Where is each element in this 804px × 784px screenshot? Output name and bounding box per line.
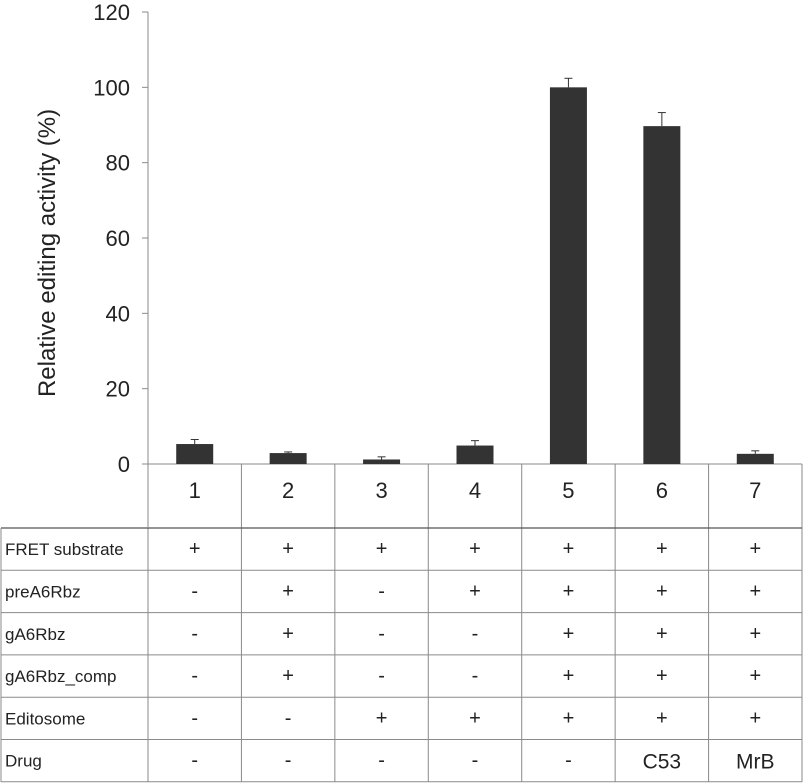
table-cell: -: [472, 665, 479, 687]
table-cell: -: [378, 623, 385, 645]
category-label: 1: [189, 478, 201, 503]
table-cell: -: [191, 580, 198, 602]
y-tick-label: 20: [106, 377, 130, 402]
bar: [363, 459, 401, 464]
table-cell: +: [656, 623, 668, 645]
table-cell: -: [378, 580, 385, 602]
table-cell: +: [189, 538, 201, 560]
row-label: gA6Rbz_comp: [5, 667, 117, 686]
table-grid: [0, 463, 803, 783]
table-cell: -: [191, 750, 198, 772]
table-cell: +: [656, 580, 668, 602]
table-cell: C53: [643, 751, 682, 774]
table-cell: -: [472, 750, 479, 772]
y-tick-label: 0: [118, 452, 130, 477]
row-label: gA6Rbz: [5, 625, 65, 644]
category-label: 6: [656, 478, 668, 503]
table-cell: +: [749, 580, 761, 602]
y-axis: 0 20 40 60 80 100 120: [93, 0, 149, 528]
table-cell: +: [376, 707, 388, 729]
table-cell: -: [472, 623, 479, 645]
category-label: 7: [749, 478, 761, 503]
table-cell: +: [563, 707, 575, 729]
table-cell: +: [282, 623, 294, 645]
table-cell: -: [565, 750, 572, 772]
category-label: 4: [469, 478, 481, 503]
table-cell: -: [285, 707, 292, 729]
table-cell: MrB: [736, 751, 775, 774]
category-label: 5: [562, 478, 574, 503]
table-cell: +: [749, 665, 761, 687]
table-cell: +: [469, 580, 481, 602]
table-cell: +: [282, 538, 294, 560]
y-tick-label: 120: [93, 0, 130, 25]
y-tick-label: 100: [93, 75, 130, 100]
bar: [269, 453, 307, 464]
bar: [176, 444, 214, 464]
y-tick-label: 40: [106, 301, 130, 326]
table-cell: +: [656, 707, 668, 729]
category-labels: 1 2 3 4 5 6 7: [189, 478, 762, 503]
table-cell: +: [282, 665, 294, 687]
y-axis-title: Relative editing activity (%): [34, 109, 61, 397]
y-tick-label: 60: [106, 226, 130, 251]
bars: [176, 77, 774, 464]
bar: [549, 87, 587, 464]
bar: [736, 453, 774, 464]
table-cell: +: [656, 538, 668, 560]
table-cell: +: [749, 538, 761, 560]
table-cell: +: [563, 538, 575, 560]
table-cell: +: [563, 623, 575, 645]
table-cell: -: [285, 750, 292, 772]
row-label: Drug: [5, 752, 42, 771]
table-cell: +: [282, 580, 294, 602]
table-cell: -: [378, 750, 385, 772]
row-label: Editosome: [5, 709, 85, 728]
bar: [643, 126, 681, 464]
table-cell: -: [378, 665, 385, 687]
condition-table: FRET substrate + + + + + + + preA6Rbz - + - + + + + gA6R…: [5, 538, 775, 774]
table-cell: -: [191, 623, 198, 645]
table-cell: -: [191, 707, 198, 729]
table-cell: +: [376, 538, 388, 560]
row-label: FRET substrate: [5, 540, 124, 559]
table-cell: +: [749, 623, 761, 645]
table-cell: +: [563, 665, 575, 687]
table-cell: +: [749, 707, 761, 729]
table-cell: +: [656, 665, 668, 687]
row-label: preA6Rbz: [5, 582, 81, 601]
table-cell: +: [469, 707, 481, 729]
table-cell: -: [191, 665, 198, 687]
table-cell: +: [469, 538, 481, 560]
y-tick-label: 80: [106, 151, 130, 176]
bar: [456, 445, 494, 464]
category-label: 2: [282, 478, 294, 503]
category-label: 3: [375, 478, 387, 503]
table-cell: +: [563, 580, 575, 602]
